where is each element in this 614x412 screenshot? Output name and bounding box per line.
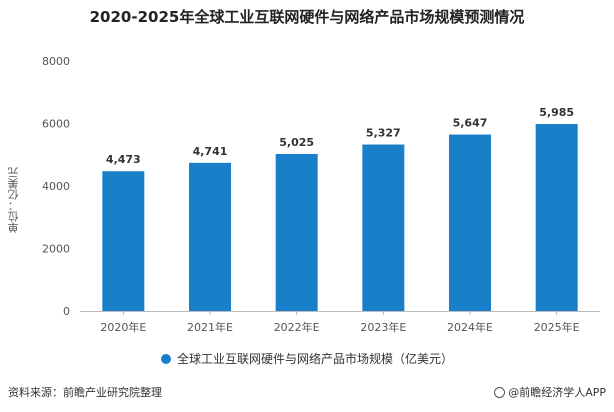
data-label: 4,473 xyxy=(106,153,141,166)
y-tick-label: 2000 xyxy=(42,243,70,256)
y-tick-label: 4000 xyxy=(42,180,70,193)
x-tick-label: 2023年E xyxy=(360,320,406,334)
x-tick-label: 2022年E xyxy=(274,320,320,334)
x-tick-label: 2020年E xyxy=(100,320,146,334)
legend-swatch xyxy=(160,354,171,364)
x-tick-label: 2024年E xyxy=(447,320,493,334)
y-axis-label: 单位：亿美元 xyxy=(7,167,20,233)
data-label: 5,025 xyxy=(279,136,314,149)
y-tick-label: 6000 xyxy=(42,118,70,131)
x-tick-label: 2021年E xyxy=(187,320,233,334)
bar xyxy=(189,162,231,311)
chart-bars xyxy=(102,123,578,311)
data-label: 5,647 xyxy=(453,117,488,130)
chart-tick-labels: 0 2000 4000 6000 8000 2020年E 2021年E 2022年E 2023年… xyxy=(42,55,580,334)
source-note: 资料来源：前瞻产业研究院整理 xyxy=(8,386,162,399)
x-tick-label: 2025年E xyxy=(534,320,580,334)
legend: 全球工业互联网硬件与网络产品市场规模（亿美元） xyxy=(0,350,614,367)
legend-label: 全球工业互联网硬件与网络产品市场规模（亿美元） xyxy=(176,352,453,366)
bar xyxy=(275,153,318,311)
brand-credit: @前瞻经济学人APP xyxy=(494,384,606,400)
bar xyxy=(362,144,405,311)
y-tick-label: 8000 xyxy=(42,55,70,68)
bar xyxy=(449,134,491,311)
brand-text: @前瞻经济学人APP xyxy=(508,386,606,399)
data-label: 4,741 xyxy=(193,145,228,158)
chart-axes xyxy=(80,311,600,315)
data-label: 5,985 xyxy=(539,106,574,119)
bar xyxy=(102,171,145,311)
brand-logo-icon xyxy=(494,387,506,398)
chart-data-labels: 4,473 4,741 5,025 5,327 5,647 5,985 xyxy=(106,106,574,166)
data-label: 5,327 xyxy=(366,127,401,140)
bar xyxy=(535,123,578,311)
chart-title: 2020-2025年全球工业互联网硬件与网络产品市场规模预测情况 xyxy=(89,8,525,26)
y-tick-label: 0 xyxy=(63,305,70,318)
